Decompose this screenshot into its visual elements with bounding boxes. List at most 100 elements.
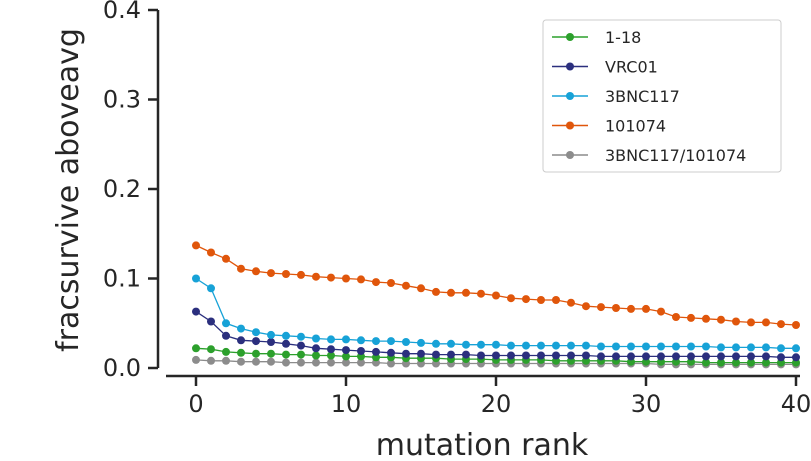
data-point xyxy=(552,296,560,304)
data-point xyxy=(522,351,530,360)
data-point xyxy=(327,335,335,344)
data-point xyxy=(312,351,320,360)
data-point xyxy=(252,357,260,366)
data-point xyxy=(447,339,455,348)
data-point xyxy=(297,358,305,367)
data-point xyxy=(312,344,320,353)
data-point xyxy=(732,352,740,361)
data-point xyxy=(237,357,245,366)
data-point xyxy=(192,307,200,316)
data-point xyxy=(282,270,290,278)
series-layer xyxy=(192,241,800,369)
data-point xyxy=(432,339,440,348)
data-point xyxy=(777,320,785,329)
data-point xyxy=(207,284,215,293)
series-line xyxy=(195,244,797,326)
data-point xyxy=(312,272,320,281)
data-point xyxy=(687,342,695,351)
x-tick-label: 30 xyxy=(631,390,662,418)
data-point xyxy=(402,349,410,358)
data-point xyxy=(267,338,275,346)
data-point xyxy=(627,342,635,351)
data-point xyxy=(402,338,410,346)
data-point xyxy=(747,358,755,367)
data-point xyxy=(702,358,710,367)
data-point xyxy=(582,351,590,360)
data-point xyxy=(462,288,470,297)
data-point xyxy=(312,358,320,367)
data-point xyxy=(237,336,245,345)
data-point xyxy=(357,336,365,345)
data-point xyxy=(432,350,440,359)
data-point xyxy=(267,349,275,358)
series-3bnc117 xyxy=(192,274,800,353)
data-point xyxy=(357,358,365,367)
data-point xyxy=(417,338,425,347)
data-point xyxy=(237,324,245,333)
data-point xyxy=(597,303,605,312)
data-point xyxy=(792,321,800,329)
data-point xyxy=(597,342,605,351)
legend-item: VRC01 xyxy=(552,58,658,77)
y-tick-label: 0.1 xyxy=(103,265,141,293)
data-point xyxy=(327,273,335,282)
data-point xyxy=(267,357,275,366)
legend-swatch-marker xyxy=(566,121,574,130)
data-point xyxy=(732,317,740,326)
data-point xyxy=(387,279,395,287)
data-point xyxy=(477,340,485,349)
data-point xyxy=(747,352,755,361)
data-point xyxy=(717,358,725,367)
legend-swatch-marker xyxy=(566,62,574,71)
data-point xyxy=(672,313,680,321)
ticks: 0 10 20 30 40 0.0 0.1 0.2 0.3 0.4 xyxy=(103,0,811,418)
data-point xyxy=(417,349,425,358)
data-point xyxy=(747,318,755,327)
data-point xyxy=(627,304,635,313)
y-tick-label: 0.4 xyxy=(103,0,141,24)
data-point xyxy=(672,352,680,361)
data-point xyxy=(327,358,335,367)
data-point xyxy=(252,267,260,276)
data-point xyxy=(462,350,470,359)
data-point xyxy=(762,318,770,327)
data-point xyxy=(762,352,770,361)
data-point xyxy=(492,340,500,349)
data-point xyxy=(192,355,200,364)
x-axis-title: mutation rank xyxy=(376,428,589,461)
data-point xyxy=(477,351,485,360)
data-point xyxy=(387,337,395,346)
data-point xyxy=(192,241,200,250)
data-point xyxy=(192,274,200,283)
data-point xyxy=(762,343,770,352)
data-point xyxy=(627,352,635,361)
data-point xyxy=(252,328,260,337)
data-point xyxy=(657,352,665,361)
series-vrc01 xyxy=(192,307,800,362)
data-point xyxy=(282,331,290,340)
data-point xyxy=(342,274,350,283)
data-point xyxy=(717,343,725,352)
data-point xyxy=(372,337,380,346)
data-point xyxy=(327,345,335,354)
data-point xyxy=(207,345,215,354)
x-tick-label: 0 xyxy=(188,390,203,418)
x-tick-label: 10 xyxy=(331,390,362,418)
y-axis-title: fracsurvive aboveavg xyxy=(51,28,86,352)
data-point xyxy=(537,296,545,304)
data-point xyxy=(792,353,800,362)
y-tick-label: 0.2 xyxy=(103,175,141,203)
data-point xyxy=(357,347,365,355)
data-point xyxy=(612,352,620,361)
data-point xyxy=(342,335,350,344)
data-point xyxy=(507,294,515,303)
legend-label: 3BNC117 xyxy=(605,87,680,106)
data-point xyxy=(657,342,665,351)
data-point xyxy=(252,349,260,358)
data-point xyxy=(702,342,710,351)
legend-item: 1-18 xyxy=(552,28,641,47)
legend-item: 3BNC117/101074 xyxy=(552,146,746,165)
data-point xyxy=(387,359,395,368)
legend-frame xyxy=(542,19,782,173)
